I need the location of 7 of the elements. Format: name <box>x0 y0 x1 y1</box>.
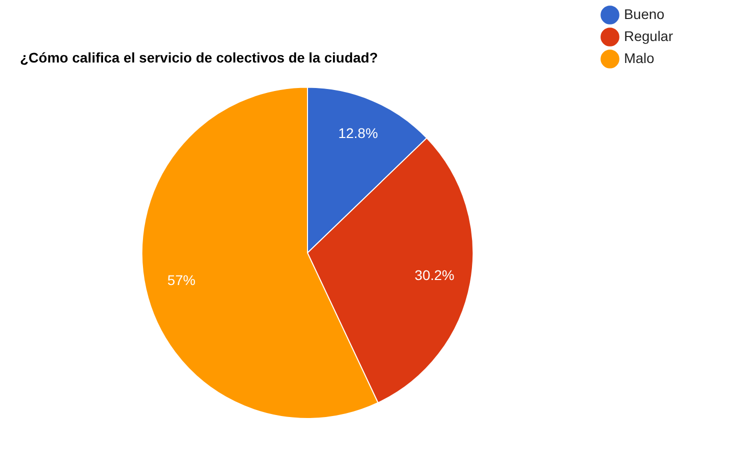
legend-label: Bueno <box>624 6 665 22</box>
data-label: 12.8% <box>338 124 378 141</box>
text: ¿Cómo califica el servicio de colectivos de la ciudad? <box>20 49 378 66</box>
legend-label: Regular <box>624 28 674 44</box>
data-label: 30.2% <box>414 267 454 284</box>
data-label: 57% <box>167 272 196 288</box>
legend-label: Malo <box>624 50 655 66</box>
